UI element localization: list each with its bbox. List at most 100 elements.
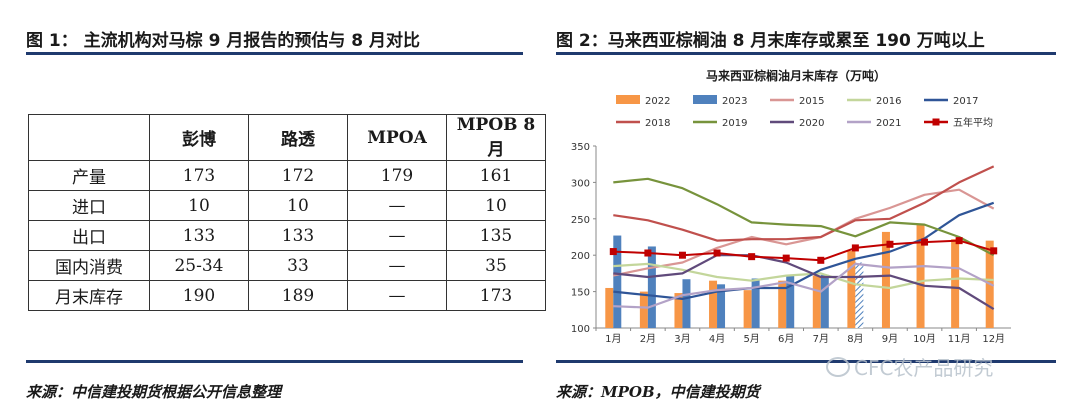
bar-2023 (613, 235, 622, 328)
table-cell: 10 (149, 190, 249, 221)
table-cell: — (347, 280, 447, 311)
x-tick-label: 1月 (605, 333, 621, 345)
bar-2022 (881, 231, 890, 328)
x-tick-label: 6月 (778, 333, 794, 345)
bar-2022 (709, 280, 718, 328)
left-bottom-rule (26, 360, 523, 363)
legend-label: 2022 (645, 96, 670, 107)
point-五年平均 (955, 237, 963, 245)
x-tick-label: 7月 (813, 333, 829, 345)
row-label: 产量 (28, 160, 150, 191)
table-header-cell: MPOB 8月 (446, 114, 546, 161)
table-cell: 33 (248, 250, 348, 281)
line-2016 (613, 262, 994, 290)
legend-label: 五年平均 (953, 116, 993, 129)
bar-2022 (847, 250, 856, 328)
point-五年平均 (990, 247, 998, 255)
x-tick-label: 10月 (913, 333, 936, 345)
point-五年平均 (851, 244, 859, 252)
line-2019 (613, 177, 995, 257)
wechat-icon (826, 357, 850, 377)
point-五年平均 (817, 256, 825, 264)
x-tick-label: 11月 (948, 333, 971, 345)
y-tick-label: 300 (571, 178, 590, 189)
bar-2023-estimate (855, 262, 864, 328)
legend-label: 2021 (876, 118, 901, 129)
line-2018 (613, 165, 995, 242)
x-tick-label: 4月 (709, 333, 725, 345)
bar-2023 (717, 284, 726, 328)
table-row: 产量 173 172 179 161 (28, 160, 546, 191)
point-五年平均 (713, 249, 721, 257)
bar-2022 (916, 224, 925, 328)
legend-label: 2020 (799, 118, 824, 129)
table-row: 国内消费 25-34 33 — 35 (28, 250, 546, 281)
point-五年平均 (609, 248, 617, 256)
table-cell: 133 (149, 220, 249, 251)
left-figure-title: 图 1： 主流机构对马棕 9 月报告的预估与 8 月对比 (26, 31, 420, 51)
right-source: 来源：MPOB，中信建投期货 (556, 383, 760, 401)
left-source: 来源：中信建投期货根据公开信息整理 (26, 383, 282, 401)
row-label: 出口 (28, 220, 150, 251)
legend-swatch (616, 95, 640, 104)
row-label: 国内消费 (28, 250, 150, 281)
x-tick-label: 3月 (674, 333, 690, 345)
y-tick-label: 200 (571, 251, 590, 262)
table-cell: 179 (347, 160, 447, 191)
y-tick-label: 250 (571, 215, 590, 226)
table-cell: 133 (248, 220, 348, 251)
chart-legend: 2022 2023 2015 2016 2017 2018 2019 2020 2021 五年平均 (616, 95, 993, 129)
table-cell: 172 (248, 160, 348, 191)
line-2017 (613, 201, 995, 300)
bar-2022 (951, 239, 960, 328)
bar-2022 (743, 290, 752, 328)
x-tick-label: 12月 (982, 333, 1005, 345)
y-tick-label: 350 (571, 142, 590, 153)
watermark: CFC农产品研究 (826, 352, 993, 381)
legend-label: 2023 (722, 96, 747, 107)
table-header-row: 彭博 路透 MPOA MPOB 8月 (28, 114, 546, 161)
bar-2023 (786, 275, 795, 328)
row-label: 月末库存 (28, 280, 150, 311)
table-cell: 135 (446, 220, 546, 251)
point-五年平均 (782, 254, 790, 262)
x-tick-label: 5月 (743, 333, 759, 345)
forecast-table: 彭博 路透 MPOA MPOB 8月 产量 173 172 179 161 进口… (28, 114, 546, 311)
table-cell: 10 (248, 190, 348, 221)
chart-title: 马来西亚棕榈油月末库存（万吨） (706, 68, 886, 83)
table-row: 出口 133 133 — 135 (28, 220, 546, 251)
legend-label: 2015 (799, 96, 824, 107)
plot-area: 100 150 200 250 300 350 1月 2月 3月 4月 5月 6月 7月 8月 9月 10月 1… (571, 142, 1011, 345)
y-tick-label: 100 (571, 324, 590, 335)
bar-2022 (605, 287, 614, 328)
x-tick-label: 2月 (640, 333, 656, 345)
bar-2023 (647, 246, 656, 328)
legend-marker (932, 118, 940, 126)
bar-2022 (812, 275, 821, 328)
table-cell: 189 (248, 280, 348, 311)
bar-2022 (778, 280, 787, 328)
table-cell: — (347, 220, 447, 251)
table-cell: — (347, 190, 447, 221)
table-cell: 173 (446, 280, 546, 311)
right-title-rule (556, 52, 1056, 55)
point-五年平均 (644, 249, 652, 257)
x-tick-label: 8月 (847, 333, 863, 345)
left-title-rule (26, 52, 523, 55)
table-row: 月末库存 190 189 — 173 (28, 280, 546, 311)
row-label: 进口 (28, 190, 150, 221)
right-bottom-rule (556, 360, 1056, 363)
right-figure-title: 图 2：马来西亚棕榈油 8 月末库存或累至 190 万吨以上 (556, 31, 985, 51)
inventory-chart: 马来西亚棕榈油月末库存（万吨） 2022 2023 2015 2016 2017 2018… (571, 68, 1011, 345)
point-五年平均 (678, 251, 686, 259)
bar-2022 (639, 291, 648, 328)
point-五年平均 (886, 240, 894, 248)
table-header-cell (28, 114, 150, 161)
table-cell: 25-34 (149, 250, 249, 281)
point-五年平均 (921, 238, 929, 246)
bar-2022 (674, 293, 683, 328)
x-tick-label: 9月 (882, 333, 898, 345)
legend-label: 2018 (645, 118, 670, 129)
line-2021 (613, 262, 995, 309)
table-header-cell: 路透 (248, 114, 348, 161)
